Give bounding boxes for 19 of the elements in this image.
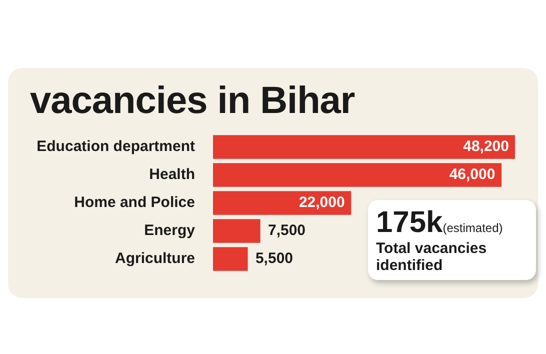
data-label: 48,200 — [463, 138, 509, 156]
bar — [213, 191, 352, 215]
bar — [213, 247, 248, 271]
y-tick-label: Health — [149, 166, 195, 184]
data-label: 7,500 — [268, 222, 306, 240]
data-label: 5,500 — [255, 250, 294, 268]
bar — [213, 219, 260, 243]
annotation: 175k — [376, 206, 443, 239]
bar — [213, 163, 502, 187]
data-label: 22,000 — [298, 194, 345, 212]
annotation: (estimated) — [442, 221, 503, 235]
chart-title: vacancies in Bihar — [30, 80, 355, 123]
annotation: Total vacancies identified — [376, 240, 488, 274]
bar — [213, 135, 515, 159]
y-tick-label: Education department — [36, 138, 195, 156]
data-label: 46,000 — [449, 166, 496, 184]
y-tick-label: Energy — [144, 222, 196, 240]
y-tick-label: Home and Police — [74, 194, 195, 212]
y-tick-label: Agriculture — [114, 250, 195, 268]
